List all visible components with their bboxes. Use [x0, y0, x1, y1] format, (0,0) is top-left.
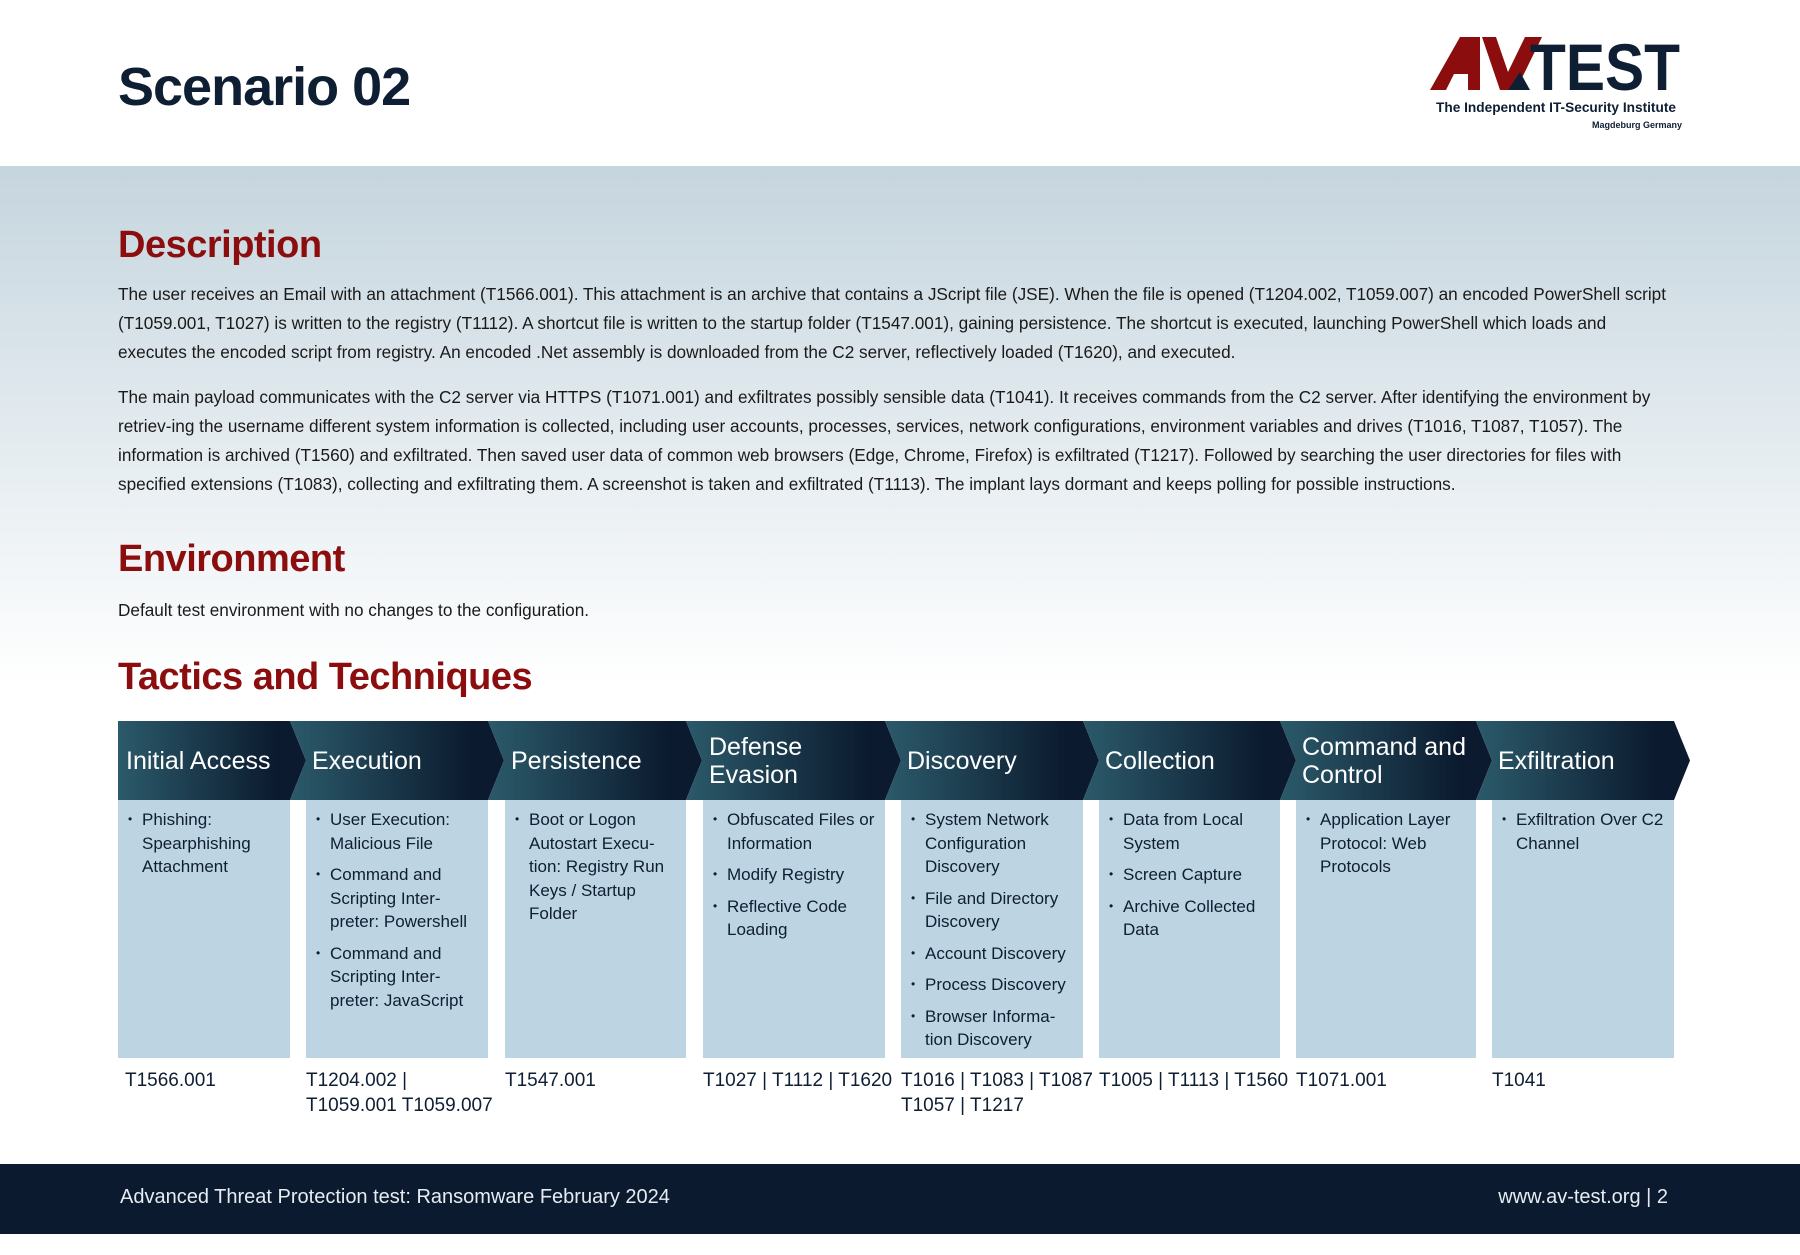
footer: Advanced Threat Protection test: Ransomw… [0, 1164, 1800, 1234]
technique-item: File and Directory Discovery [909, 887, 1075, 934]
technique-box: Phishing: Spearphishing Attachment [118, 800, 290, 1058]
tactic-name: Execution [312, 746, 422, 775]
technique-item: User Execution: Malicious File [314, 808, 480, 855]
description-heading: Description [118, 224, 322, 266]
technique-codes: T1566.001 [125, 1070, 216, 1091]
tactic-header: Execution [290, 721, 504, 800]
technique-item: Browser Informa-tion Discovery [909, 1005, 1075, 1052]
technique-box: User Execution: Malicious File Command an… [306, 800, 488, 1058]
technique-box: Exfiltration Over C2 Channel [1492, 800, 1674, 1058]
tactic-name: Collection [1105, 746, 1215, 775]
technique-box: Data from Local System Screen Capture Arch… [1099, 800, 1280, 1058]
tactic-header: Persistence [488, 721, 702, 800]
technique-item: Reflective Code Loading [711, 895, 877, 942]
technique-item: Data from Local System [1107, 808, 1272, 855]
technique-item: Process Discovery [909, 973, 1075, 997]
technique-item: Obfuscated Files or Information [711, 808, 877, 855]
page-title: Scenario 02 [118, 57, 411, 117]
tactic-header: Initial Access [118, 721, 306, 800]
technique-codes: T1041 [1492, 1070, 1546, 1091]
tactic-name: Persistence [511, 746, 642, 775]
technique-item: Command and Scripting Inter-preter: Powe… [314, 863, 480, 934]
svg-text:Magdeburg Germany: Magdeburg Germany [1592, 120, 1682, 130]
tactic-header: Collection [1083, 721, 1296, 800]
technique-item: Exfiltration Over C2 Channel [1500, 808, 1666, 855]
svg-text:TEST: TEST [1530, 34, 1680, 104]
technique-codes: T1071.001 [1296, 1070, 1387, 1091]
technique-item: Boot or Logon Autostart Execu-tion: Regi… [513, 808, 678, 926]
technique-codes: T1027 | T1112 | T1620 [703, 1070, 893, 1091]
footer-title: Advanced Threat Protection test: Ransomw… [120, 1186, 670, 1208]
technique-codes: T1005 | T1113 | T1560 [1099, 1070, 1289, 1091]
environment-heading: Environment [118, 538, 345, 580]
technique-item: Archive Collected Data [1107, 895, 1272, 942]
technique-item: Account Discovery [909, 942, 1075, 966]
tactic-header: Defense Evasion [686, 721, 901, 800]
technique-item: Application Layer Protocol: Web Protocol… [1304, 808, 1468, 879]
technique-box: Obfuscated Files or Information Modify Re… [703, 800, 885, 1058]
av-test-logo: TEST The Independent IT-Security Institu… [1430, 30, 1685, 139]
technique-codes: T1204.002 | T1059.001 T1059.007 [306, 1070, 493, 1116]
technique-box: System Network Configuration Discovery Fi… [901, 800, 1083, 1058]
technique-box: Boot or Logon Autostart Execu-tion: Regi… [505, 800, 686, 1058]
description-paragraph-1: The user receives an Email with an attac… [118, 284, 1667, 362]
technique-item: Screen Capture [1107, 863, 1272, 887]
environment-text: Default test environment with no changes… [118, 600, 590, 620]
technique-item: Command and Scripting Inter-preter: Java… [314, 942, 480, 1013]
technique-box: Application Layer Protocol: Web Protocol… [1296, 800, 1476, 1058]
tactic-name: Command and Control [1302, 732, 1466, 789]
technique-item: Modify Registry [711, 863, 877, 887]
footer-page-info: www.av-test.org | 2 [1498, 1186, 1668, 1208]
tactic-name: Defense Evasion [709, 732, 803, 789]
tactic-header: Command and Control [1280, 721, 1492, 800]
tactics-heading: Tactics and Techniques [118, 656, 533, 698]
svg-text:The Independent IT-Security In: The Independent IT-Security Institute [1436, 99, 1676, 115]
technique-item: Phishing: Spearphishing Attachment [126, 808, 282, 879]
technique-item: System Network Configuration Discovery [909, 808, 1075, 879]
tactic-header: Discovery [885, 721, 1099, 800]
background-gradient [0, 166, 1800, 686]
description-paragraph-2: The main payload communicates with the C… [118, 387, 1651, 494]
tactic-header: Exfiltration [1476, 721, 1690, 800]
tactic-name: Initial Access [126, 746, 271, 775]
technique-codes: T1016 | T1083 | T1087 T1057 | T1217 [901, 1070, 1093, 1116]
tactic-name: Discovery [907, 746, 1017, 775]
tactic-name: Exfiltration [1498, 746, 1615, 775]
technique-codes: T1547.001 [505, 1070, 596, 1091]
